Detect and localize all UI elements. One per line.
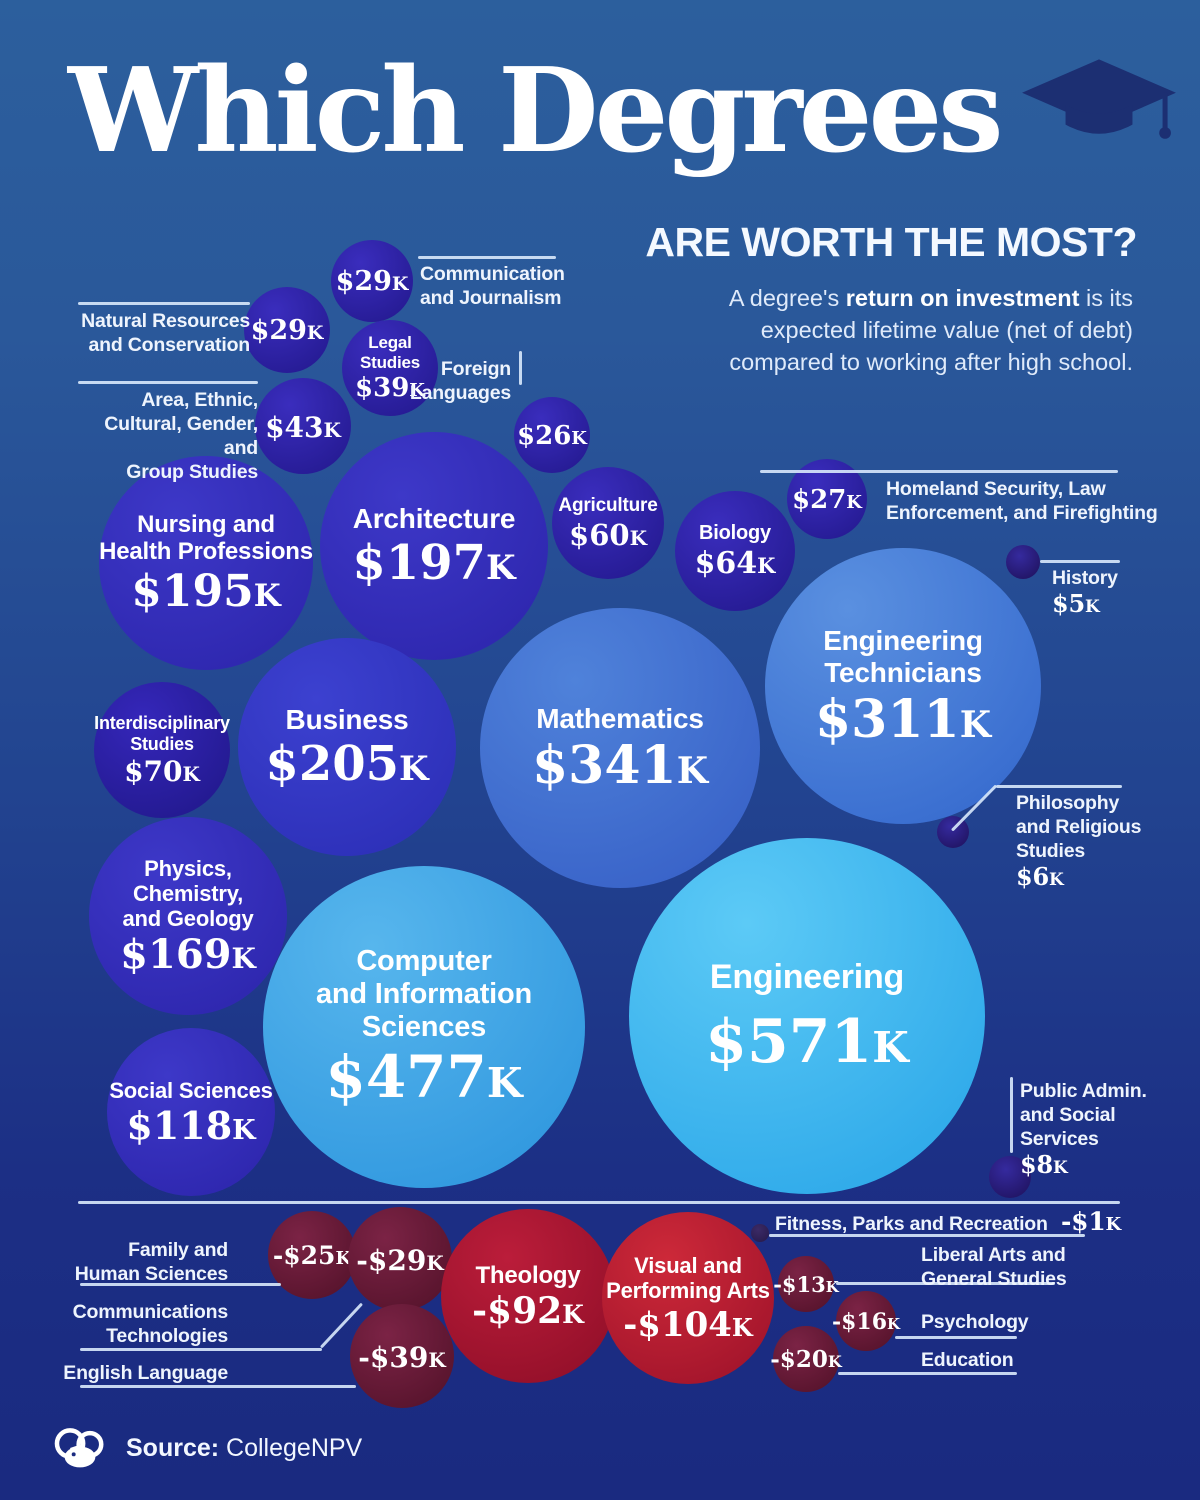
bubble-liberal-arts: -$13k [773,1256,839,1312]
callout-foreign-languages: Foreign Languages [409,358,511,404]
page-title: Which Degrees [68,43,1004,179]
callout-area-ethnic: Area, Ethnic, Cultural, Gender, and Grou… [104,389,258,483]
line-psychology [895,1336,1017,1339]
callout-communication-and-journalism: Communication and Journalism [420,263,565,309]
bubble-theology: Theology -$92k [441,1209,615,1383]
line-public-admin [1010,1077,1013,1153]
line-natural-resources [78,302,250,305]
callout-liberal-arts: Liberal Arts and General Studies [921,1244,1067,1290]
callout-fitness: Fitness, Parks and Recreation -$1k [775,1207,1121,1236]
bubble-philosophy-dot [937,816,969,848]
line-liberal-arts [836,1282,1055,1285]
line-history [1040,560,1120,563]
bubble-history-dot [1006,545,1040,579]
intro-text: A degree's return on investment is its e… [643,282,1133,378]
callout-family-human-sciences: Family and Human Sciences [74,1239,228,1285]
line-area-ethnic [78,381,258,384]
bubble-computer-and-information-sciences: Computer and Information Sciences $477k [263,866,585,1188]
line-english-language [80,1385,356,1388]
bubble-architecture: Architecture $197k [320,432,548,660]
bubble-english-language: -$39k [350,1304,454,1408]
callout-homeland-security: Homeland Security, Law Enforcement, and … [886,478,1158,524]
callout-education: Education [921,1349,1014,1371]
bubble-communications-technologies: -$29k [348,1207,452,1311]
callout-public-admin: Public Admin. and Social Services $8k [1020,1080,1147,1179]
callout-philosophy: Philosophy and Religious Studies $6k [1016,792,1142,891]
bubble-mathematics: Mathematics $341k [480,608,760,888]
graduation-cap-icon [1022,59,1176,139]
bubble-agriculture: Agriculture $60k [552,467,664,579]
bubble-engineering: Engineering $571k [629,838,985,1194]
bubble-interdisciplinary-studies: Interdisciplinary Studies $70k [94,682,230,818]
intro-text-post: is its [1079,285,1133,311]
footer: Source: CollegeNPV [52,1424,362,1472]
intro-text-line3: compared to working after high school. [729,349,1133,375]
intro-text-line2: expected lifetime value (net of debt) [760,317,1133,343]
bubble-family-and-human-sciences: -$25k [268,1211,356,1299]
bubble-public-admin-dot [989,1156,1031,1198]
line-negative-section-separator [78,1201,1120,1204]
line-education [838,1372,1017,1375]
callout-communications-technologies: Communications Technologies [72,1301,229,1347]
bubble-fitness-dot [751,1224,769,1242]
bubble-area-ethnic-cultural-gender-group-studies: $43k [255,378,351,474]
source-label: Source: [126,1433,220,1462]
source-text: Source: CollegeNPV [126,1434,362,1463]
bubble-legal-studies: Legal Studies $39k [342,320,438,416]
intro-text-bold: return on investment [845,285,1080,311]
line-philosophy-horizontal [996,785,1122,788]
callout-english-language: English Language [63,1362,228,1384]
bubble-business: Business $205k [238,638,456,856]
bubble-physics-chemistry-geology: Physics, Chemistry, and Geology $169k [89,817,287,1015]
bubble-nursing-and-health-professions: Nursing and Health Professions $195k [99,456,313,670]
intro-text-pre: A degree's [728,285,846,311]
bubble-natural-resources-and-conservation: $29k [244,287,330,373]
source-name: CollegeNPV [226,1433,363,1462]
line-communication-and-journalism [418,256,556,259]
line-fitness [769,1234,1085,1237]
line-homeland-security [760,470,1118,473]
callout-history: History $5k [1052,567,1118,618]
bubble-foreign-languages: $26k [514,397,590,473]
collegenpv-logo [54,1428,104,1468]
page-subtitle: ARE WORTH THE MOST? [645,219,1137,265]
bubble-education: -$20k [770,1326,842,1392]
callout-psychology: Psychology [921,1311,1029,1333]
line-foreign-languages [519,351,522,385]
bubble-visual-and-performing-arts: Visual and Performing Arts -$104k [602,1212,774,1384]
bubble-engineering-technicians: Engineering Technicians $311k [765,548,1041,824]
bubble-communication-and-journalism: $29k [331,240,413,322]
bubble-psychology: -$16k [832,1291,900,1351]
bubble-biology: Biology $64k [675,491,795,611]
line-communications-technologies [80,1348,322,1351]
callout-natural-resources: Natural Resources and Conservation [81,310,250,356]
line-family-human-sciences [80,1283,281,1286]
bubble-social-sciences: Social Sciences $118k [107,1028,275,1196]
